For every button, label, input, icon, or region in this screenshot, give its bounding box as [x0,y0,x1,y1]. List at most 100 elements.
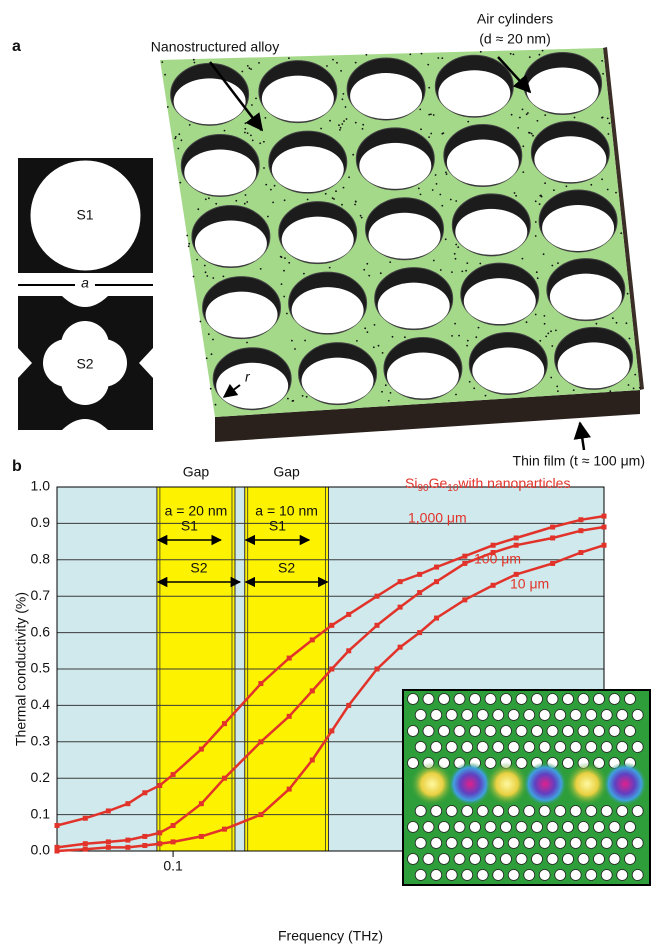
speckle [341,98,344,101]
inset-hole [414,741,427,753]
speckle [328,266,331,269]
speckle [381,352,384,354]
speckle [244,194,247,196]
point [82,846,88,852]
speckle [510,113,513,116]
point [346,648,352,654]
speckle [360,216,363,219]
speckle [365,53,368,56]
speckle [209,387,212,390]
inset-hole [538,869,551,881]
annotation-part: with nanoparticles [457,475,570,491]
inset-mode [565,762,609,806]
inset-hole [523,741,536,753]
speckle [606,188,609,191]
inset-hole [569,869,582,881]
speckle [235,199,238,202]
hole-floor [301,357,374,404]
x-tick-label: 0.1 [163,858,183,874]
inset-hole [492,709,505,721]
arrow [573,421,591,451]
inset-hole [445,741,458,753]
gap-sublabel: a = 10 nm [255,503,318,519]
speckle [329,119,331,122]
inset-hole [414,709,427,721]
inset-hole [438,821,450,833]
point [258,681,264,687]
speckle [286,312,288,315]
hole-floor [271,146,344,193]
speckle [601,178,603,181]
panel-a: a S1 a S2 Nanostructured alloy Air cylin… [12,11,645,469]
hole-floor [463,278,536,325]
hole-floor [261,75,334,122]
speckle [601,60,603,62]
speckle [356,340,358,342]
annotation: Si90Ge10with nanoparticles [405,475,570,494]
point [462,597,468,603]
speckle [461,270,464,273]
point [434,615,440,621]
speckle [264,117,267,119]
point [105,844,111,850]
inset-hole [407,853,419,865]
speckle [161,61,164,63]
point [374,622,380,628]
point [82,815,88,821]
hole-floor [534,136,607,183]
inset-hole [562,853,574,865]
inset-hole [453,693,466,705]
inset-hole [469,853,481,865]
speckle [534,200,537,203]
speckle [283,295,286,298]
point [286,713,292,719]
speckle [288,57,290,60]
speckle [535,271,538,274]
speckle [431,189,434,191]
speckle [223,129,226,132]
inset-hole [484,693,497,705]
speckle [437,57,440,59]
y-tick-label: 0.4 [31,696,51,712]
inset-hole [538,805,551,817]
inset-hole [523,869,536,881]
inset-hole [554,837,567,849]
speckle [532,134,534,137]
inset-hole [430,741,443,753]
inset-hole [631,709,644,721]
speckle [551,345,554,347]
point [601,524,607,530]
speckle [244,127,247,130]
point [221,721,227,727]
inset-hole [546,853,559,865]
inset-hole [554,709,567,721]
cell-label: S1 [76,207,93,223]
speckle [354,121,357,124]
inset-hole [569,805,582,817]
gap-arrow-label: S2 [278,560,295,576]
speckle [244,122,247,125]
inset-hole [562,821,574,833]
speckle [542,253,545,256]
inset-hole [577,725,590,737]
speckle [263,140,265,143]
inset-hole [484,757,497,769]
speckle [428,86,431,89]
arrow [497,56,532,94]
speckle [519,116,521,119]
speckle [341,203,343,206]
annotation: Thin film (t ≈ 100 μm) [513,453,645,469]
inset-hole [569,709,582,721]
y-tick-label: 0.9 [31,514,51,530]
speckle [204,198,207,201]
speckle [627,384,630,386]
speckle [445,171,447,174]
speckle [336,61,338,64]
speckle [345,118,348,120]
speckle [534,235,537,237]
speckle [391,335,394,338]
point [513,535,519,541]
inset-hole [593,821,605,833]
speckle [445,173,448,176]
